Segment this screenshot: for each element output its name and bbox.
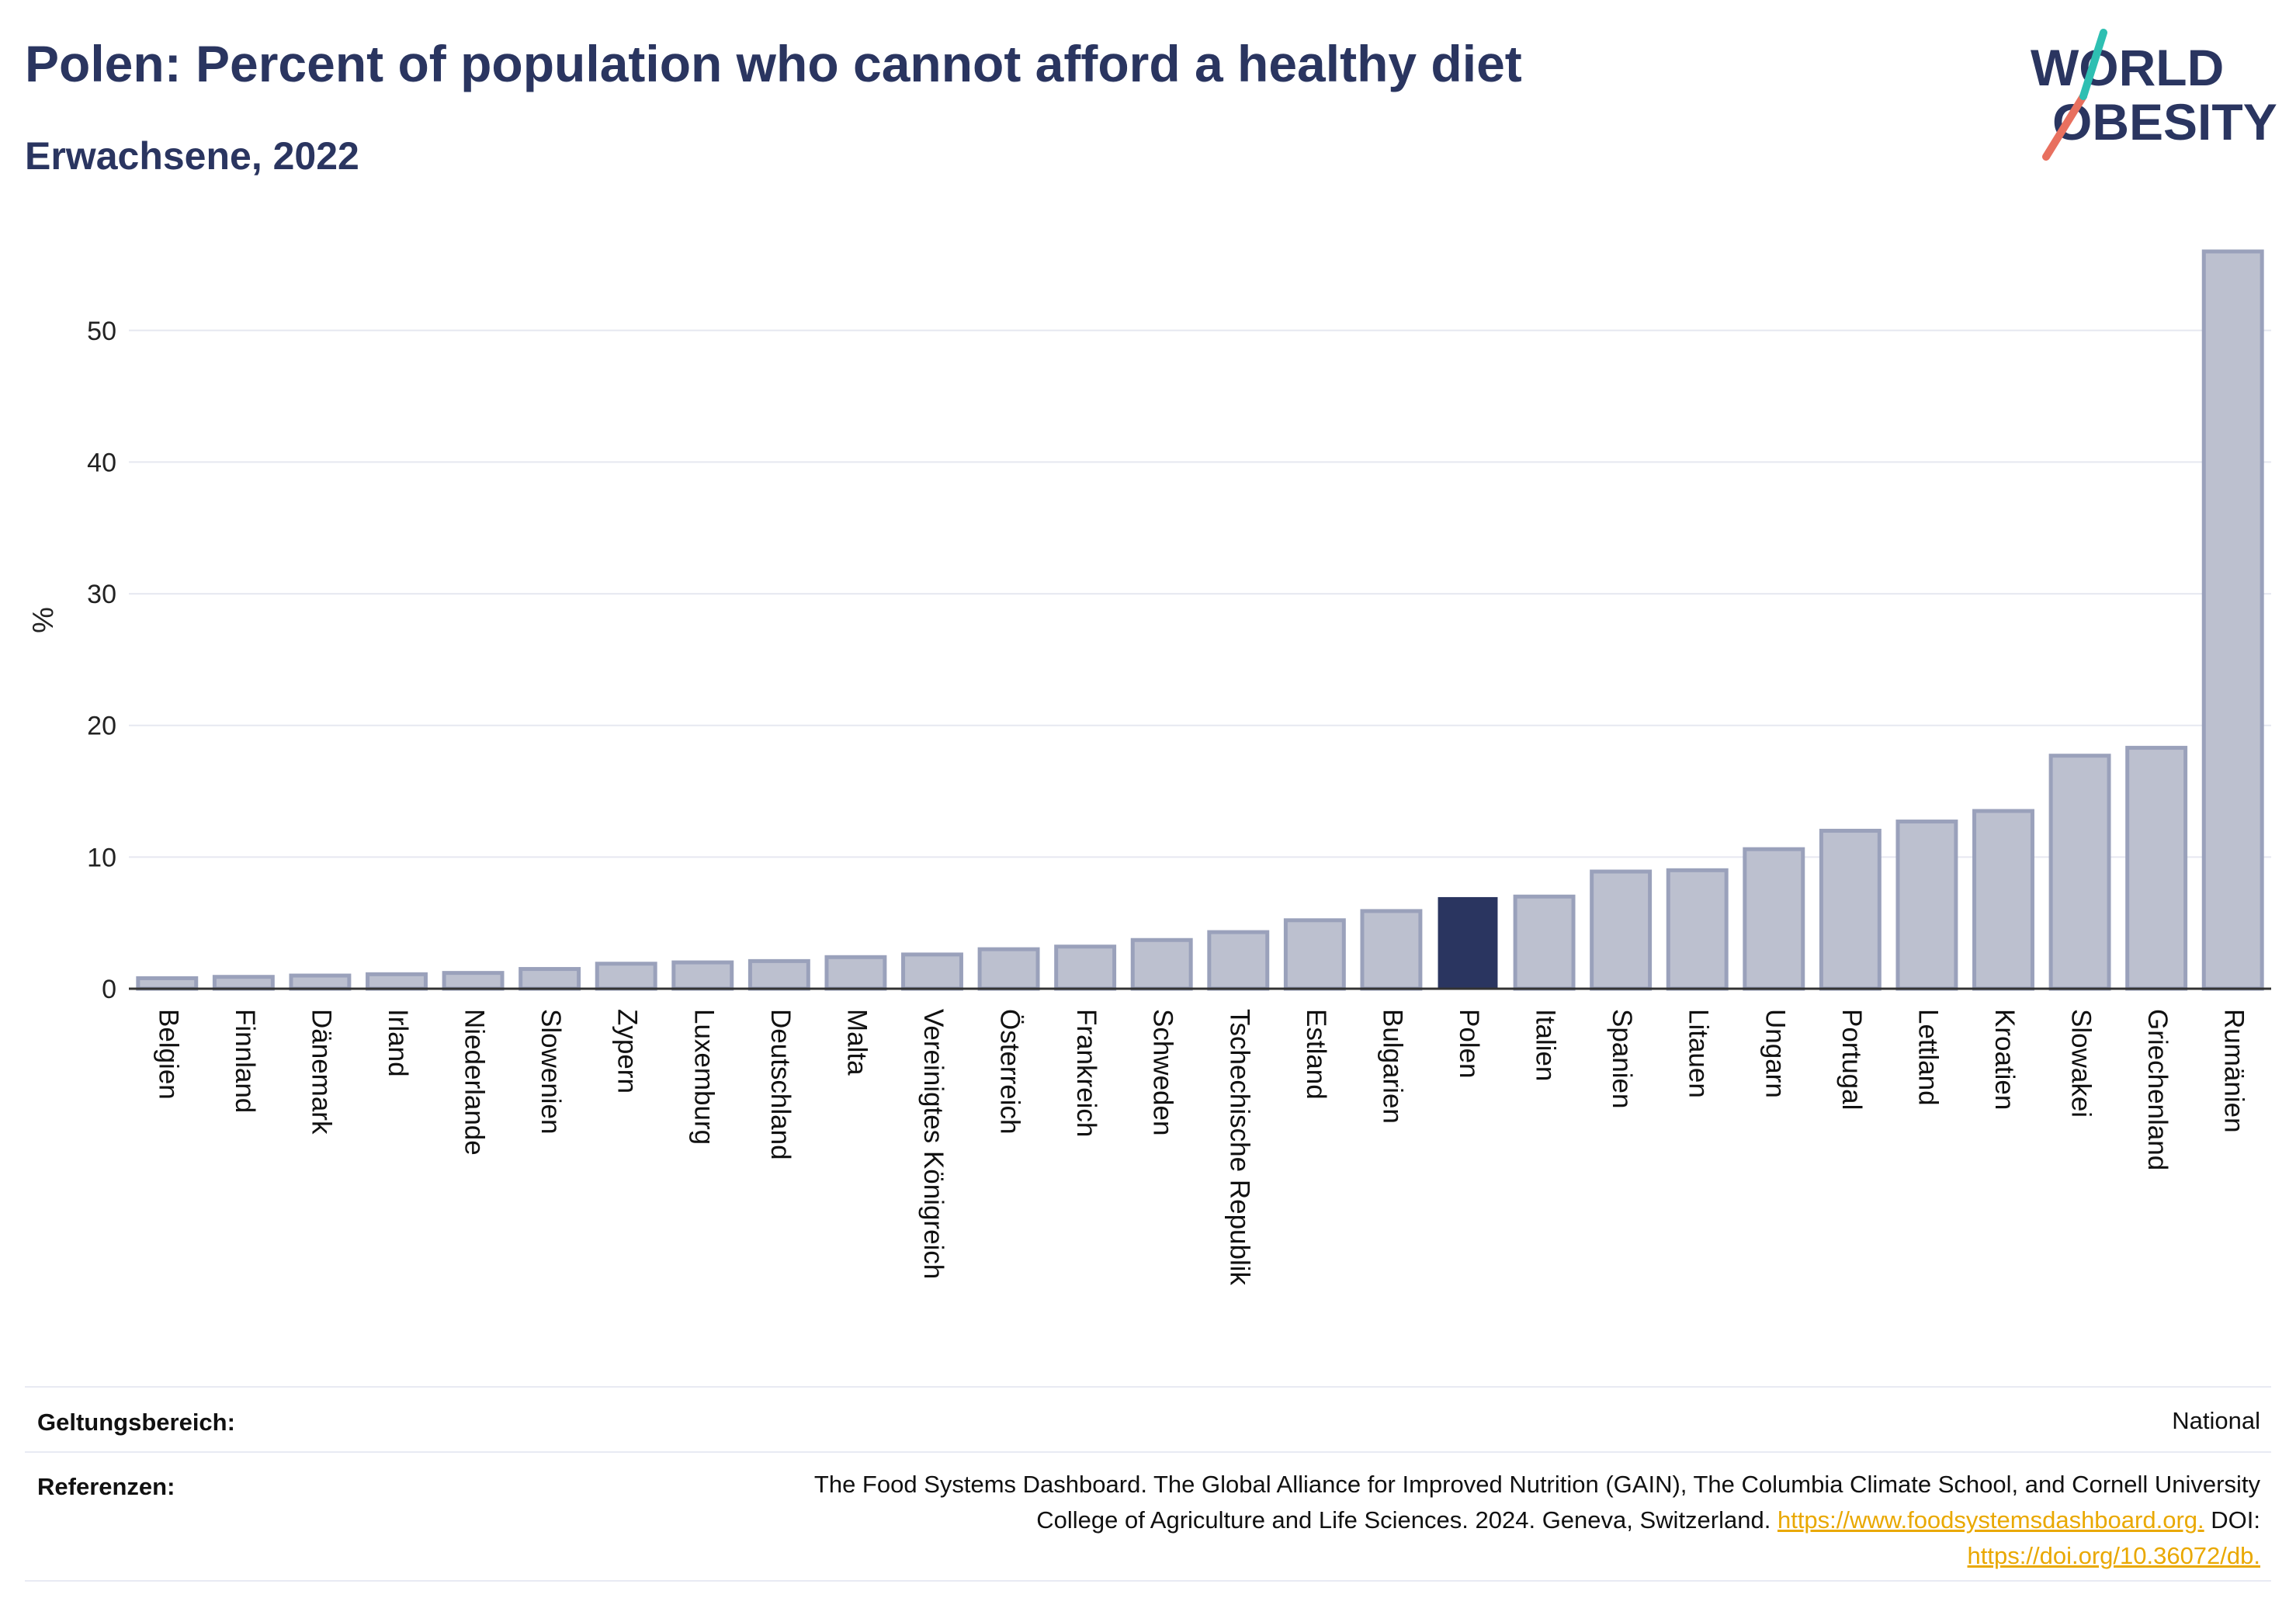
x-tick-label-polen: Polen (1454, 1009, 1484, 1079)
bar-polen (1438, 896, 1498, 989)
x-tick-label-slowakei: Slowakei (2066, 1009, 2097, 1118)
bar-irland (366, 972, 428, 991)
bar-belgien (136, 976, 199, 991)
y-tick-label-40: 40 (87, 448, 116, 477)
y-axis-label: % (27, 607, 60, 633)
doi-link[interactable]: https://doi.org/10.36072/db. (1967, 1542, 2260, 1569)
bar-chart: 0 10 20 30 40 50% Belgien Finnland Dänemark Irlan… (27, 249, 2271, 1286)
x-tick-label-ungarn: Ungarn (1760, 1009, 1790, 1098)
x-tick-label-bulgarien: Bulgarien (1377, 1009, 1407, 1124)
bar-italien (1513, 894, 1576, 991)
y-tick-label-50: 50 (87, 317, 116, 346)
x-tick-label-deutschland: Deutschland (765, 1009, 796, 1160)
x-tick-label-slowenien: Slowenien (536, 1009, 566, 1135)
bar-ungarn (1743, 847, 1805, 991)
footer-divider-bottom (25, 1580, 2271, 1582)
bar-portugal (1819, 828, 1882, 991)
bar-vereinigtes-königreich (901, 952, 963, 991)
x-tick-label-malta: Malta (841, 1009, 872, 1076)
world-obesity-logo: WORLD OBESITY (2031, 29, 2277, 161)
x-tick-label-tschechische-republik: Tschechische Republik (1224, 1009, 1254, 1286)
x-tick-label-spanien: Spanien (1607, 1009, 1637, 1108)
x-tick-label-zypern: Zypern (612, 1009, 643, 1093)
chart-title: Polen: Percent of population who cannot … (25, 35, 1522, 92)
bar-lettland (1895, 820, 1958, 991)
bar-luxemburg (671, 960, 734, 991)
reference-line-2-text: College of Agriculture and Life Sciences… (1036, 1506, 1771, 1534)
logo-line1: WORLD (2031, 39, 2224, 96)
y-tick-label-20: 20 (87, 712, 116, 741)
x-tick-label-italien: Italien (1531, 1009, 1561, 1081)
x-tick-label-litauen: Litauen (1684, 1009, 1714, 1098)
reference-line-3: https://doi.org/10.36072/db. (814, 1538, 2260, 1574)
x-tick-label-belgien: Belgien (153, 1009, 183, 1100)
x-tick-label-rumänien: Rumänien (2219, 1009, 2249, 1133)
bar-schweden (1130, 938, 1193, 991)
bar-deutschland (747, 958, 810, 991)
x-tick-label-dänemark: Dänemark (306, 1009, 336, 1135)
x-tick-label-griechenland: Griechenland (2142, 1009, 2173, 1170)
bar-zypern (595, 962, 657, 991)
y-tick-label-0: 0 (102, 975, 116, 1004)
bar-griechenland (2125, 746, 2188, 991)
bar-bulgarien (1360, 909, 1423, 991)
x-tick-label-portugal: Portugal (1836, 1009, 1867, 1110)
x-tick-label-lettland: Lettland (1913, 1009, 1943, 1106)
bar-tschechische-republik (1207, 930, 1270, 991)
bar-rumänien (2201, 249, 2264, 991)
scope-label: Geltungsbereich: (37, 1409, 235, 1436)
bar-slowakei (2048, 754, 2111, 991)
y-tick-label-30: 30 (87, 580, 116, 609)
x-tick-label-schweden: Schweden (1148, 1009, 1178, 1135)
bar-finnland (212, 975, 275, 991)
logo-line2: OBESITY (2052, 93, 2277, 151)
y-tick-label-10: 10 (87, 843, 116, 872)
x-tick-label-österreich: Österreich (995, 1009, 1025, 1134)
x-tick-label-luxemburg: Luxemburg (688, 1009, 719, 1145)
x-tick-label-estland: Estland (1301, 1009, 1331, 1100)
references-label: Referenzen: (37, 1473, 175, 1500)
x-tick-label-finnland: Finnland (230, 1009, 260, 1113)
footer-divider-middle (25, 1451, 2271, 1453)
bar-spanien (1590, 869, 1653, 991)
doi-label: DOI: (2211, 1506, 2260, 1534)
reference-line-1: The Food Systems Dashboard. The Global A… (813, 1471, 2260, 1498)
reference-line-2: College of Agriculture and Life Sciences… (814, 1502, 2260, 1538)
bar-litauen (1666, 868, 1729, 991)
bar-frankreich (1054, 944, 1117, 991)
references-text: The Food Systems Dashboard. The Global A… (814, 1467, 2260, 1574)
bar-slowenien (519, 967, 581, 991)
x-tick-label-frankreich: Frankreich (1071, 1009, 1101, 1137)
x-tick-label-vereinigtes-königreich: Vereinigtes Königreich (918, 1009, 949, 1279)
food-systems-dashboard-link[interactable]: https://www.foodsystemsdashboard.org. (1777, 1506, 2204, 1534)
bar-österreich (977, 947, 1040, 991)
bar-kroatien (1972, 809, 2034, 991)
scope-value: National (2172, 1407, 2260, 1434)
x-tick-label-kroatien: Kroatien (1989, 1009, 2020, 1110)
bar-malta (824, 955, 887, 991)
bar-niederlande (442, 971, 505, 991)
bar-dänemark (289, 973, 352, 991)
bar-estland (1283, 918, 1346, 991)
x-tick-label-niederlande: Niederlande (460, 1009, 490, 1156)
footer-divider-top (25, 1386, 2271, 1388)
x-tick-label-irland: Irland (383, 1009, 413, 1077)
chart-subtitle: Erwachsene, 2022 (25, 134, 359, 178)
